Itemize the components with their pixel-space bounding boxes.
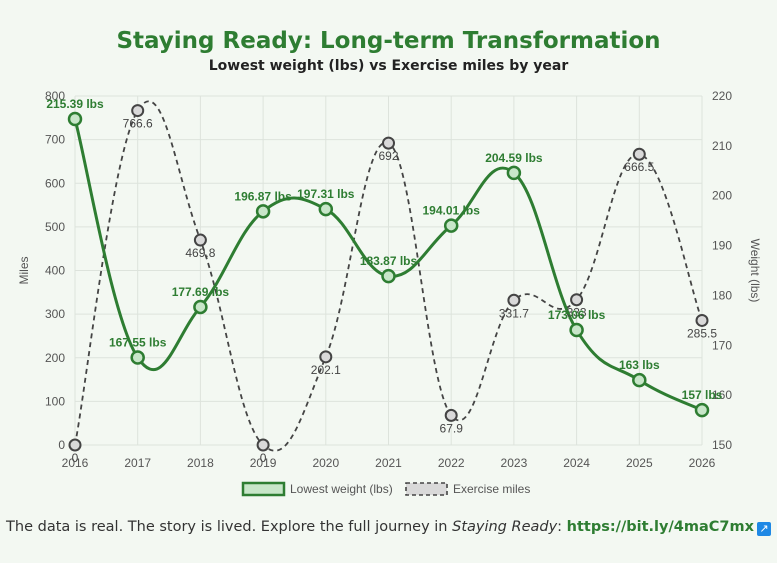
footer-colon: : <box>557 519 567 535</box>
miles-point <box>382 136 395 150</box>
miles-data-label: 766.6 <box>123 117 153 131</box>
chart-svg: 0 100 200 300 400 500 600 700 800 150 160 170 180 190… <box>17 89 762 497</box>
miles-data-label: 666.5 <box>624 160 654 174</box>
x-tick-label: 2019 <box>250 456 277 470</box>
x-tick-label: 2024 <box>563 456 590 470</box>
weight-point <box>67 111 83 127</box>
weight-point <box>569 322 584 338</box>
weight-point <box>506 165 522 181</box>
y-right-tick-label: 180 <box>712 288 732 302</box>
miles-point <box>256 438 270 452</box>
y-left-tick-label: 600 <box>45 176 65 190</box>
miles-point <box>444 408 458 422</box>
weight-data-label: 197.31 lbs <box>297 187 355 201</box>
miles-point <box>632 147 646 161</box>
miles-data-label: 331.7 <box>499 306 529 320</box>
y-right-axis-title: Weight (lbs) <box>748 239 762 303</box>
y-right-tick-label: 170 <box>712 338 732 352</box>
y-right-tick-label: 210 <box>712 139 732 153</box>
weight-data-label: 215.39 lbs <box>46 97 104 111</box>
weight-data-label: 163 lbs <box>619 358 660 372</box>
y-right-tick-label: 150 <box>712 438 732 452</box>
y-left-tick-label: 100 <box>45 394 65 408</box>
y-right-tick-label: 190 <box>712 239 732 253</box>
x-tick-label: 2020 <box>312 456 339 470</box>
x-tick-label: 2026 <box>689 456 716 470</box>
miles-data-label: 67.9 <box>440 421 464 435</box>
x-tick-label: 2023 <box>501 456 528 470</box>
y-left-tick-label: 0 <box>58 438 65 452</box>
data-labels-layer: 0 766.6 469.8 0 202.1 692 67.9 331.7 333 666.5 285… <box>46 97 722 465</box>
weight-data-label: 173.06 lbs <box>548 308 606 322</box>
series-layer <box>67 100 710 452</box>
weight-data-label: 204.59 lbs <box>485 151 543 165</box>
miles-data-label: 469.8 <box>185 246 215 260</box>
weight-point <box>193 299 208 315</box>
legend: Lowest weight (lbs) Exercise miles <box>241 481 530 497</box>
miles-data-label: 285.5 <box>687 326 717 340</box>
miles-point <box>68 438 82 452</box>
weight-point <box>443 218 459 233</box>
legend-label-weight: Lowest weight (lbs) <box>290 482 393 496</box>
x-tick-label: 2016 <box>62 456 89 470</box>
y-left-tick-label: 800 <box>45 89 65 103</box>
y-left-tick-label: 700 <box>45 133 65 147</box>
y-left-tick-label: 300 <box>45 307 65 321</box>
chart-title: Staying Ready: Long-term Transformation <box>116 28 661 54</box>
footer-intro: The data is real. The story is lived. Ex… <box>6 519 453 535</box>
miles-data-label: 692 <box>378 149 398 163</box>
miles-point <box>131 104 145 118</box>
x-tick-label: 2017 <box>124 456 151 470</box>
y-right-tick-label: 160 <box>712 388 732 402</box>
legend-swatch-weight <box>241 481 286 497</box>
weight-point <box>130 350 145 365</box>
external-link-icon[interactable]: ↗ <box>756 522 771 536</box>
weight-data-label: 177.69 lbs <box>172 285 230 299</box>
y-right-tick-label: 220 <box>712 89 732 103</box>
legend-item-weight[interactable]: Lowest weight (lbs) <box>241 481 393 497</box>
weight-data-label: 157 lbs <box>682 388 723 402</box>
weight-point <box>632 372 647 388</box>
weight-data-label: 167.55 lbs <box>109 336 167 350</box>
y-left-tick-label: 400 <box>45 264 65 278</box>
miles-data-label: 202.1 <box>311 363 341 377</box>
weight-point <box>381 268 396 284</box>
chart-subtitle: Lowest weight (lbs) vs Exercise miles by… <box>208 58 569 74</box>
axes: 0 100 200 300 400 500 600 700 800 150 160 170 180 190… <box>17 89 762 470</box>
x-tick-label: 2018 <box>187 456 214 470</box>
x-tick-label: 2022 <box>438 456 465 470</box>
footer-text: The data is real. The story is lived. Ex… <box>0 519 777 536</box>
book-title: Staying Ready <box>452 519 558 535</box>
weight-data-label: 196.87 lbs <box>234 189 292 203</box>
miles-data-label: 0 <box>260 451 267 465</box>
miles-series-line <box>74 100 703 452</box>
y-left-axis-title: Miles <box>17 256 31 284</box>
y-left-tick-label: 500 <box>45 220 65 234</box>
legend-swatch-miles <box>405 482 448 496</box>
book-link[interactable]: https://bit.ly/4maC7mx <box>566 519 754 535</box>
miles-data-label: 0 <box>72 451 79 465</box>
x-tick-label: 2025 <box>626 456 653 470</box>
miles-point <box>570 293 584 307</box>
miles-point <box>319 350 333 364</box>
weight-data-label: 194.01 lbs <box>423 204 481 218</box>
miles-data-label: 333 <box>567 306 587 320</box>
legend-item-miles[interactable]: Exercise miles <box>405 482 530 496</box>
weight-point <box>255 204 271 219</box>
y-left-tick-label: 200 <box>45 351 65 365</box>
weight-point <box>694 402 710 418</box>
miles-point <box>695 313 709 327</box>
miles-point <box>507 293 521 307</box>
miles-point <box>193 233 207 247</box>
weight-point <box>318 201 334 217</box>
legend-label-miles: Exercise miles <box>453 482 530 496</box>
y-right-tick-label: 200 <box>712 189 732 203</box>
weight-data-label: 183.87 lbs <box>360 254 418 268</box>
x-tick-label: 2021 <box>375 456 402 470</box>
